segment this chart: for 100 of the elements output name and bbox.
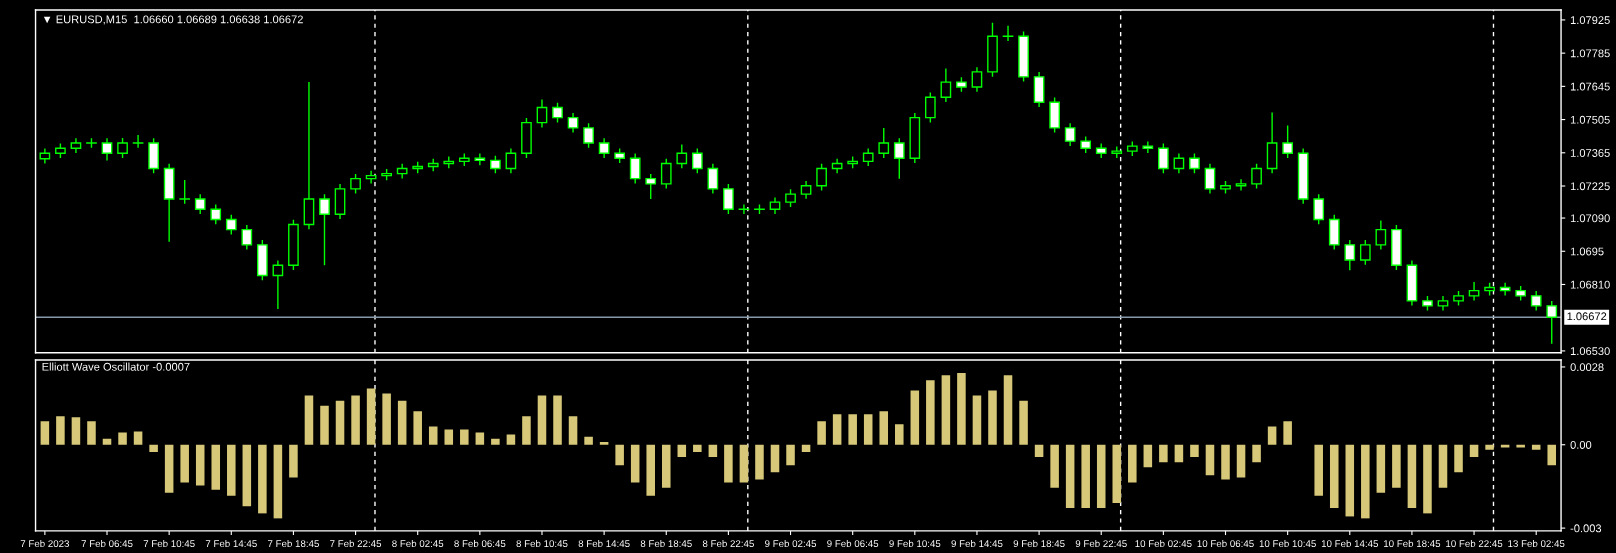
candlestick (660, 158, 672, 190)
bar (304, 395, 314, 445)
candlestick (536, 98, 548, 129)
bar (1283, 421, 1292, 445)
bar (180, 444, 189, 483)
bar (149, 444, 158, 452)
bar (1034, 444, 1044, 457)
bar (708, 444, 718, 457)
bar (879, 411, 889, 445)
bar (739, 444, 749, 483)
x-tick-label: 9 Feb 14:45 (951, 539, 1003, 548)
bar (1329, 444, 1339, 509)
candlestick (1359, 239, 1371, 266)
bar (1361, 444, 1370, 519)
candlestick (1282, 124, 1294, 159)
candlestick (629, 152, 641, 185)
x-tick-label: 7 Feb 06:45 (81, 539, 133, 548)
candlestick (505, 147, 517, 174)
candlestick (1064, 122, 1076, 147)
candlestick (1189, 152, 1200, 174)
bar (382, 393, 391, 445)
x-tick-label: 9 Feb 06:45 (827, 539, 879, 548)
x-tick-label: 9 Feb 10:45 (889, 539, 941, 548)
bar (599, 441, 609, 445)
x-tick-label: 8 Feb 02:45 (392, 539, 444, 548)
bar (40, 421, 50, 445)
x-tick-label: 9 Feb 02:45 (765, 539, 817, 548)
bar (724, 444, 733, 483)
bar (848, 414, 857, 445)
y-tick-label: 1.07365 (1570, 149, 1610, 157)
candlestick (241, 224, 253, 251)
y-tick-label: 0.00 (1570, 441, 1592, 449)
bar (195, 444, 205, 486)
x-tick-label: 7 Feb 2023 (20, 539, 70, 548)
bar (1050, 444, 1059, 488)
candlestick (474, 152, 486, 166)
bar (1500, 444, 1510, 448)
candlestick (194, 193, 206, 215)
y-tick-label: 1.07090 (1570, 214, 1610, 223)
bar (1205, 444, 1215, 476)
candlestick (971, 66, 983, 93)
bar (366, 388, 376, 445)
bar (1143, 444, 1153, 468)
candlestick (645, 173, 657, 200)
bar (1423, 444, 1432, 514)
y-tick-label: -0.003 (1570, 524, 1602, 533)
x-tick-label: 9 Feb 22:45 (1075, 539, 1127, 548)
chart-title: Elliott Wave Oscillator -0.0007 (42, 362, 190, 371)
bar (1314, 444, 1323, 496)
bar (118, 432, 127, 445)
bar (87, 421, 96, 445)
candlestick (816, 163, 827, 192)
bar (941, 375, 951, 445)
y-tick-label: 1.06530 (1570, 347, 1610, 356)
bar (584, 436, 593, 445)
candlestick (567, 112, 579, 134)
bar (491, 438, 500, 445)
candlestick (1530, 290, 1542, 312)
candlestick (723, 183, 734, 215)
bar (817, 421, 826, 445)
bar (227, 444, 236, 496)
bar (71, 417, 81, 445)
bar (273, 444, 283, 519)
bar (832, 414, 842, 445)
bar (1174, 444, 1184, 463)
candlestick (1375, 219, 1387, 251)
candlestick (583, 122, 594, 149)
candlestick (691, 147, 703, 174)
bar (428, 426, 438, 445)
bar (1190, 444, 1199, 457)
bar (397, 400, 407, 445)
candlestick (225, 214, 237, 236)
bar (661, 444, 671, 488)
bar (972, 395, 982, 445)
y-tick-label: 0.0028 (1570, 363, 1604, 372)
candlestick (598, 137, 610, 159)
bar (522, 416, 531, 445)
bar (1392, 444, 1401, 488)
bar (258, 444, 267, 514)
y-tick-label: 1.07645 (1570, 82, 1610, 91)
bar (413, 411, 422, 445)
bar (1003, 375, 1013, 445)
bar (1221, 444, 1230, 480)
bar (630, 444, 640, 483)
bar (1376, 444, 1386, 493)
bar (56, 416, 65, 445)
bar (537, 395, 547, 445)
candlestick (1251, 163, 1262, 190)
bar (351, 395, 360, 445)
y-tick-label: 1.07925 (1570, 16, 1610, 25)
bar (1454, 444, 1463, 473)
candlestick (1158, 142, 1169, 174)
x-tick-label: 8 Feb 06:45 (454, 539, 506, 548)
x-tick-label: 7 Feb 14:45 (205, 539, 257, 548)
bar (211, 444, 221, 490)
chart-title: ▼ EURUSD,M15 1.06660 1.06689 1.06638 1.06672 (43, 15, 303, 25)
bar (677, 444, 687, 457)
candlestick (210, 203, 222, 225)
y-tick-label: 1.07785 (1570, 49, 1610, 58)
bar (133, 431, 143, 445)
